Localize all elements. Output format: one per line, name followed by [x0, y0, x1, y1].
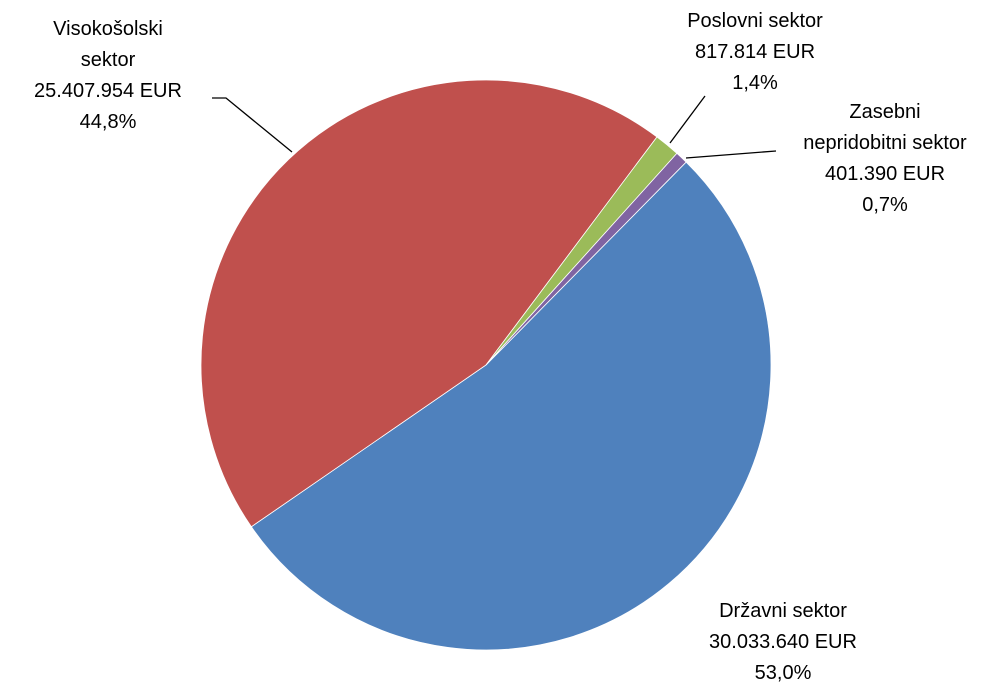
label-value: 817.814 EUR: [694, 41, 816, 63]
label-percent: 1,4%: [732, 72, 778, 94]
leader-line: [685, 150, 777, 159]
data-label: Državni sektor 30.033.640 EUR 53,0%: [683, 596, 883, 688]
label-name: Državni sektor: [719, 600, 847, 622]
leader-line: [669, 95, 706, 144]
label-percent: 53,0%: [754, 662, 812, 684]
data-label: Poslovni sektor 817.814 EUR 1,4%: [655, 6, 855, 99]
data-label: Zasebni nepridobitni sektor 401.390 EUR …: [785, 97, 985, 221]
label-value: 25.407.954 EUR: [34, 80, 182, 102]
slices: [200, 79, 772, 651]
label-percent: 44,8%: [79, 111, 137, 133]
pie-slice: [485, 152, 687, 366]
label-percent: 0,7%: [862, 194, 908, 216]
label-name: Zasebni nepridobitni sektor: [803, 101, 967, 154]
data-label: Visokošolski sektor 25.407.954 EUR 44,8%: [8, 14, 208, 138]
leader-line: [212, 97, 293, 153]
label-value: 30.033.640 EUR: [709, 631, 857, 653]
label-name: Poslovni sektor: [687, 10, 823, 32]
label-name: Visokošolski sektor: [53, 18, 163, 71]
label-value: 401.390 EUR: [824, 163, 946, 185]
pie-slice: [250, 161, 772, 651]
pie-slice: [200, 79, 658, 528]
